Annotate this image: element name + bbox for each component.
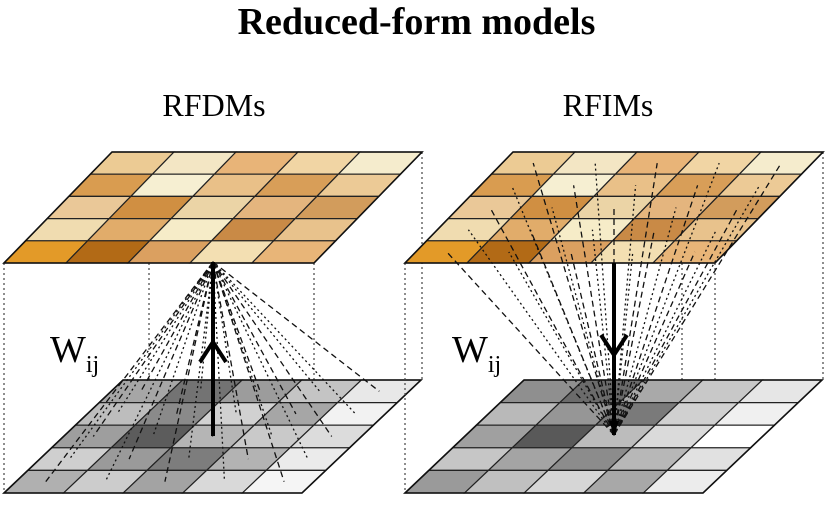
connection-line [594,163,615,436]
grid-border [402,379,825,494]
connection-line [212,261,249,460]
connection-line [613,207,739,436]
connection-line [613,229,717,436]
connection-line [68,261,214,460]
connection-line [613,162,782,436]
connection-line [176,261,214,415]
connection-line [613,162,720,436]
panel-label: RFDMs [162,87,265,123]
weight-label: Wij [50,329,99,378]
connection-line [613,185,699,436]
connection-line [613,251,634,436]
connection-line [212,261,297,415]
arrow-head [599,333,629,359]
panel-label: RFIMs [563,87,654,123]
connection-line [446,251,615,436]
top-grid [403,151,825,264]
connection-line [551,207,615,436]
grid-border [403,151,825,264]
panel-rfdms: RFDMs Wij [1,87,424,494]
arrow-head [198,338,228,364]
connection-line [104,261,214,482]
connection-line [212,261,309,460]
panel-rfims: RFIMs Wij [402,87,825,494]
connection-line [152,261,214,437]
connection-line [572,185,615,436]
grid-border [1,379,424,494]
connection-line [212,261,380,392]
connection-line [613,185,637,436]
connection-line [613,251,696,436]
main-arrow [599,263,629,435]
dotted-guides [404,152,824,493]
connection-line [613,162,658,436]
connection-line [164,261,214,482]
connection-line [613,207,677,436]
connection-line [212,261,285,482]
connection-lines [446,162,782,436]
weight-label: Wij [452,329,501,378]
dotted-guides [3,152,423,493]
connection-line [212,261,321,392]
connection-line [529,229,615,436]
connection-line [613,184,761,436]
connection-line [532,162,615,436]
connection-line [613,229,656,436]
connection-line [188,261,214,460]
connection-line [212,261,261,392]
grid-border [2,151,424,264]
top-grid [2,151,424,264]
connection-line [212,261,333,437]
connection-line [570,251,615,436]
connection-lines [45,261,380,483]
arrow-tip [609,421,619,435]
connection-line [128,261,214,460]
connection-line [140,261,214,392]
main-arrow [198,262,228,436]
connection-line [467,229,615,436]
connection-line [508,251,615,436]
page-title: Reduced-form models [237,1,596,43]
connection-line [45,261,214,483]
bottom-grid [1,379,424,494]
connection-line [92,261,214,437]
connection-line [489,207,615,436]
